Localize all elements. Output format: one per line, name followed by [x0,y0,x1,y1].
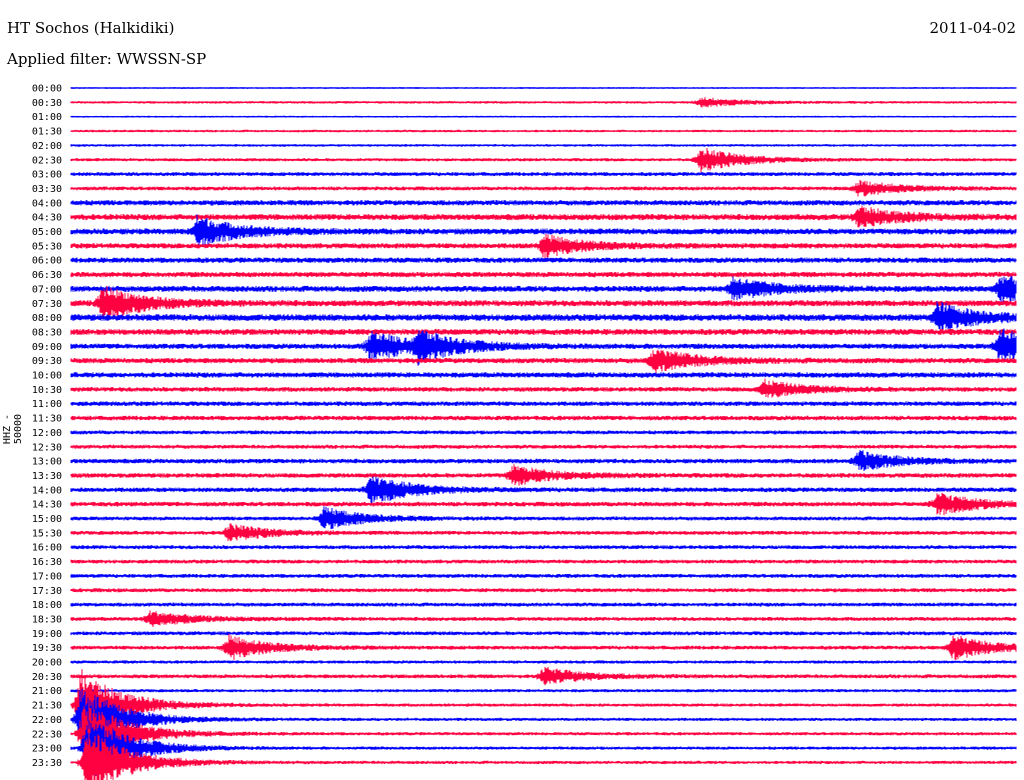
row-label: 01:00 [32,112,62,123]
row-label: 05:00 [32,227,62,238]
row-label: 16:00 [32,543,62,554]
row-label: 19:30 [32,643,62,654]
row-label: 13:00 [32,457,62,468]
trace-row [70,148,1017,173]
trace-row [70,349,1017,373]
station-title: HT Sochos (Halkidiki) [7,19,175,37]
row-label: 08:00 [32,313,62,324]
row-label: 22:00 [32,715,62,726]
row-label: 21:30 [32,701,62,712]
row-label: 23:30 [32,758,62,769]
row-label: 00:00 [32,84,62,95]
row-label: 22:30 [32,729,62,740]
row-label: 20:00 [32,658,62,669]
row-label: 14:30 [32,500,62,511]
row-label: 11:30 [32,414,62,425]
row-label: 04:30 [32,213,62,224]
row-label: 05:30 [32,241,62,252]
row-label: 11:00 [32,399,62,410]
row-label: 10:00 [32,371,62,382]
row-label: 13:30 [32,471,62,482]
row-label: 02:30 [32,155,62,166]
trace-row [70,301,1017,331]
row-label: 01:30 [32,127,62,138]
trace-row [70,728,1017,780]
row-label: 21:00 [32,686,62,697]
row-label: 10:30 [32,385,62,396]
row-label: 12:00 [32,428,62,439]
row-label: 03:30 [32,184,62,195]
row-label: 09:00 [32,342,62,353]
row-label: 08:30 [32,327,62,338]
row-label: 18:30 [32,614,62,625]
trace-row [70,275,1017,305]
row-label: 19:00 [32,629,62,640]
row-label: 16:30 [32,557,62,568]
row-label: 20:30 [32,672,62,683]
row-label: 07:00 [32,284,62,295]
filter-label: Applied filter: WWSSN-SP [7,50,207,68]
row-label: 00:30 [32,98,62,109]
trace-row [70,506,1017,530]
trace-row [70,633,1017,660]
date-label: 2011-04-02 [929,19,1016,37]
row-label: 15:00 [32,514,62,525]
row-label: 06:00 [32,256,62,267]
trace-row [70,378,1017,398]
trace-row [70,701,1017,769]
row-label: 14:00 [32,485,62,496]
row-label: 09:30 [32,356,62,367]
row-label: 02:00 [32,141,62,152]
trace-row [70,476,1017,506]
row-label: 04:00 [32,198,62,209]
row-label: 23:00 [32,744,62,755]
trace-row [70,720,1017,779]
row-label: 18:00 [32,600,62,611]
row-label: 07:30 [32,299,62,310]
row-label: 03:00 [32,170,62,181]
row-label: 06:30 [32,270,62,281]
row-label: 15:30 [32,528,62,539]
row-label: 12:30 [32,442,62,453]
row-label: 17:30 [32,586,62,597]
row-label: 17:00 [32,571,62,582]
